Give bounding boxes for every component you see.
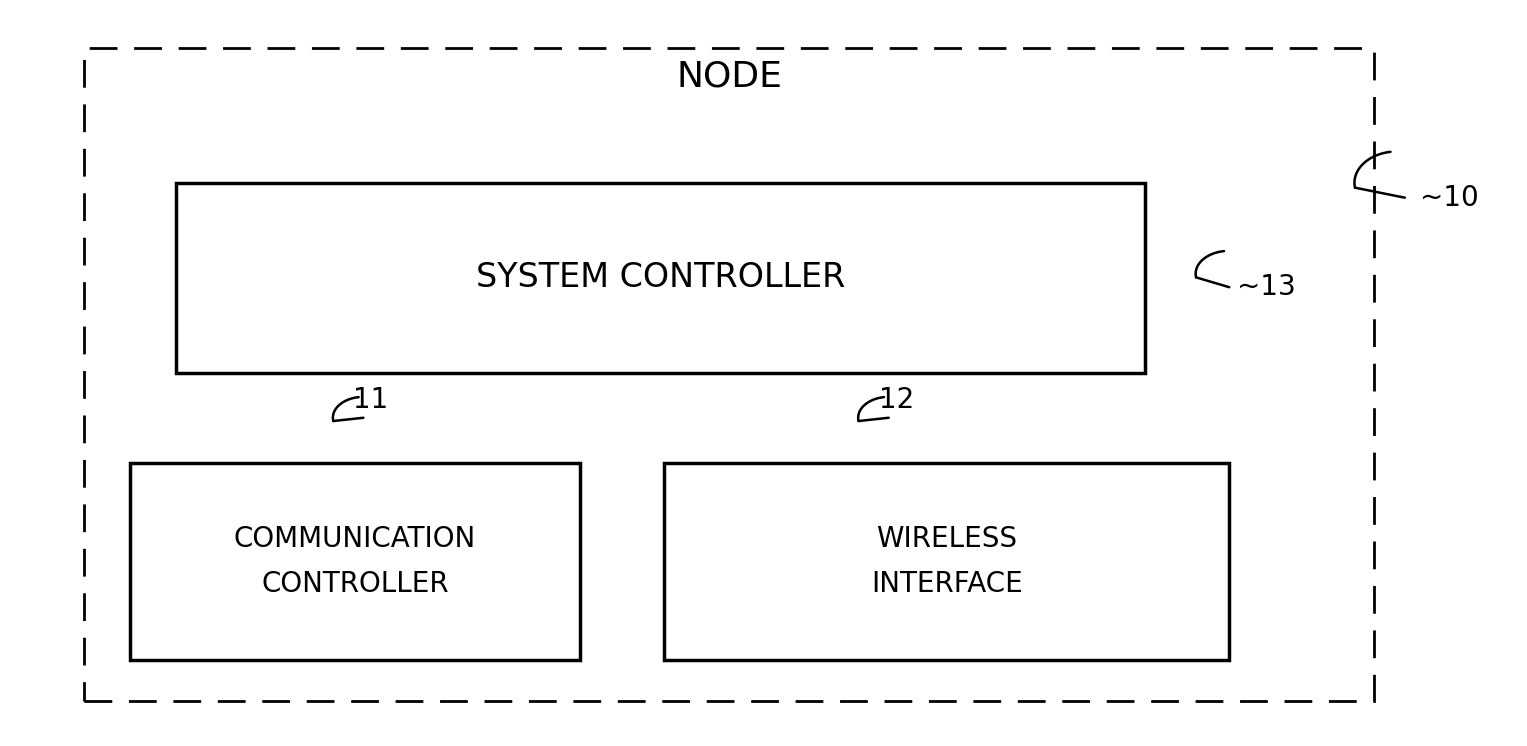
Text: NODE: NODE [676, 59, 783, 93]
Text: ~10: ~10 [1420, 184, 1478, 212]
Text: 11: 11 [353, 386, 389, 414]
Bar [176, 183, 1145, 373]
Text: WIRELESS
INTERFACE: WIRELESS INTERFACE [870, 524, 1023, 598]
Text: 12: 12 [878, 386, 915, 414]
Bar [664, 463, 1229, 660]
Text: COMMUNICATION
CONTROLLER: COMMUNICATION CONTROLLER [234, 524, 476, 598]
Bar [84, 48, 1374, 701]
Text: ~13: ~13 [1237, 273, 1295, 301]
Text: SYSTEM CONTROLLER: SYSTEM CONTROLLER [476, 261, 844, 295]
Bar [130, 463, 580, 660]
